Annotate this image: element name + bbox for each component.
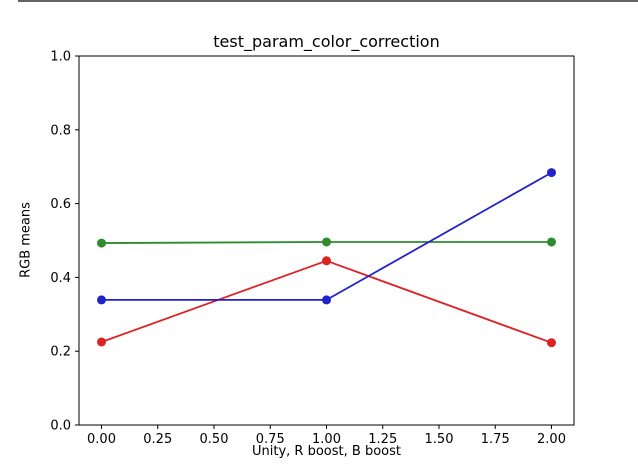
green-channel-mean-marker <box>97 238 106 248</box>
x-tick-label: 1.75 <box>481 432 510 447</box>
green-channel-mean-marker <box>547 237 556 247</box>
red-channel-mean-marker <box>322 256 331 266</box>
y-tick-label: 0.8 <box>50 123 71 138</box>
y-tick-label: 1.0 <box>50 50 71 65</box>
y-tick-label: 0.6 <box>50 197 71 212</box>
green-channel-mean-marker <box>322 237 331 247</box>
blue-channel-mean-marker <box>97 295 106 305</box>
x-tick-label: 0.00 <box>87 432 116 447</box>
x-tick-label: 1.50 <box>425 432 454 447</box>
x-tick-label: 2.00 <box>537 432 566 447</box>
x-tick-label: 1.25 <box>368 432 397 447</box>
y-tick-label: 0.2 <box>50 345 71 360</box>
x-tick-label: 0.50 <box>200 432 229 447</box>
blue-channel-mean-line <box>100 171 553 301</box>
y-tick-label: 0.0 <box>50 419 71 434</box>
x-axis-label: Unity, R boost, B boost <box>252 444 401 459</box>
y-tick-label: 0.4 <box>50 271 71 286</box>
chart-title: test_param_color_correction <box>213 32 440 51</box>
blue-channel-mean-marker <box>322 295 331 305</box>
red-channel-mean-marker <box>97 337 106 347</box>
x-tick-label: 1.00 <box>312 432 341 447</box>
window-top-border-artifact <box>18 0 638 2</box>
x-tick-label: 0.75 <box>256 432 285 447</box>
x-tick-label: 0.25 <box>143 432 172 447</box>
red-channel-mean-marker <box>547 338 556 348</box>
blue-channel-mean-marker <box>547 168 556 178</box>
